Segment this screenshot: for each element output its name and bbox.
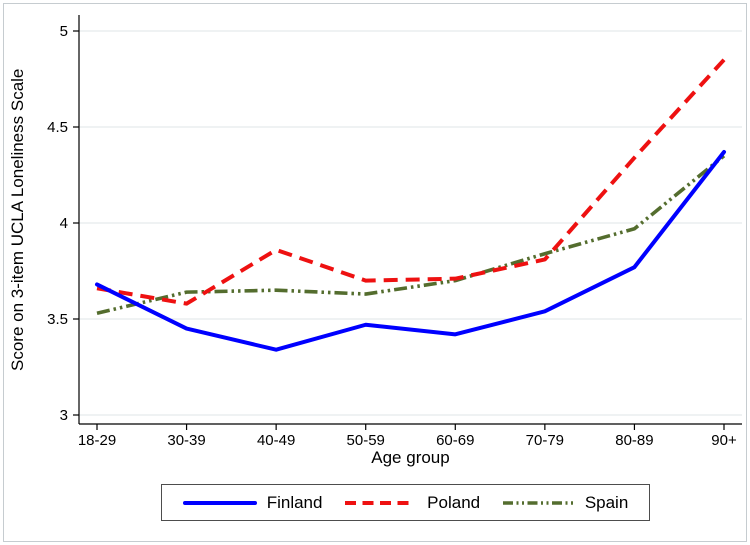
legend: Finland Poland Spain — [161, 484, 650, 521]
plot-area: 3 3.5 4 4.5 5 18-29 30-39 40-49 50-59 60-69 70-79 8… — [47, 15, 742, 449]
x-tick-label: 40-49 — [257, 432, 295, 449]
y-tick-label: 4.5 — [47, 119, 68, 136]
finland-line-swatch — [182, 500, 257, 505]
x-tick-label: 70-79 — [526, 432, 564, 449]
x-axis-title: Age group — [371, 448, 450, 467]
poland-line-swatch — [345, 500, 416, 505]
x-tick-label: 50-59 — [347, 432, 385, 449]
y-tick-label: 3 — [60, 407, 68, 424]
legend-label-poland: Poland — [427, 492, 481, 512]
legend-item-finland: Finland — [182, 492, 323, 513]
spain-line-swatch — [502, 500, 573, 505]
y-tick-label: 3.5 — [47, 311, 68, 328]
y-tick-label: 5 — [60, 23, 68, 40]
legend-item-spain: Spain — [501, 493, 628, 513]
x-tick-label: 80-89 — [615, 432, 653, 449]
y-axis-title: Score on 3-item UCLA Loneliness Scale — [8, 68, 27, 372]
x-tick-label: 18-29 — [78, 432, 116, 449]
series-line-poland — [96, 58, 726, 306]
y-tick-label: 4 — [60, 215, 68, 232]
series-line-finland — [95, 149, 726, 352]
x-tick-label: 90+ — [711, 432, 737, 449]
legend-label-spain: Spain — [584, 492, 629, 512]
legend-label-finland: Finland — [266, 492, 323, 512]
series-line-spain — [96, 154, 726, 315]
legend-item-poland: Poland — [343, 493, 480, 513]
x-tick-label: 30-39 — [167, 432, 205, 449]
x-tick-label: 60-69 — [436, 432, 474, 449]
